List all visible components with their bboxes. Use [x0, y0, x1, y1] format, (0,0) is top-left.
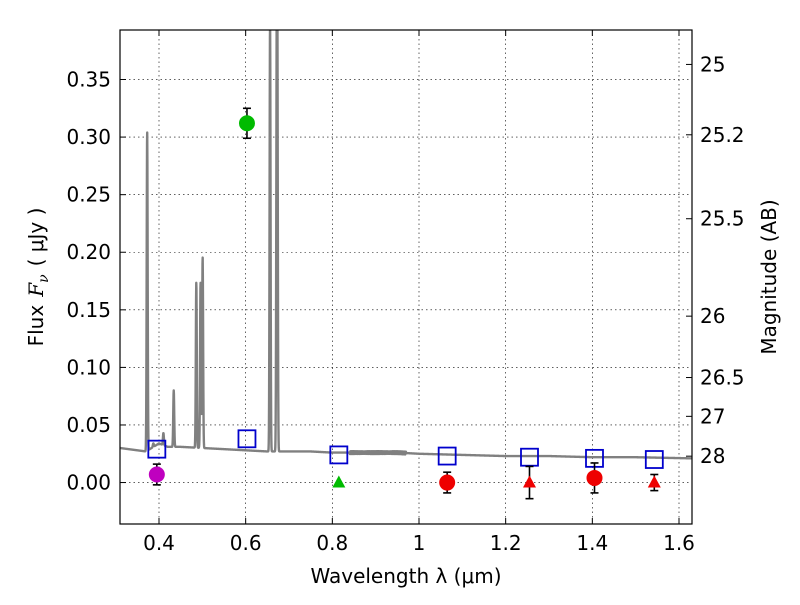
spectrum-layer — [120, 30, 692, 460]
magnitude-tick-label: 27 — [700, 404, 725, 428]
upper-limit-triangle — [647, 475, 661, 488]
x-tick-label: 1.6 — [663, 531, 695, 555]
y-tick-label: 0.35 — [66, 68, 111, 92]
plot-area — [120, 30, 692, 500]
y-tick-label: 0.25 — [66, 183, 111, 207]
magnitude-axis-label: Magnitude (AB) — [757, 199, 781, 354]
y-tick-label: 0.20 — [66, 240, 111, 264]
x-tick-label: 0.6 — [230, 531, 262, 555]
x-tick-label: 1 — [413, 531, 426, 555]
plot-frame — [119, 29, 693, 525]
y-tick-label: 0.10 — [66, 355, 111, 379]
model-spectrum-line — [120, 30, 692, 460]
y-axis-label: Flux Fν ( μJy ) — [24, 208, 52, 347]
magnitude-tick-label: 25.5 — [700, 207, 745, 231]
y-axis-label-prefix: Flux — [24, 305, 48, 347]
magnitude-tick-label: 25 — [700, 52, 725, 76]
x-tick-label: 0.4 — [143, 531, 175, 555]
model-photometry-square — [237, 429, 257, 449]
model-photometry-square — [644, 450, 664, 469]
y-tick-label: 0.15 — [66, 298, 111, 322]
x-tick-label: 1.4 — [576, 531, 608, 555]
y-axis-label-symbol: F — [24, 282, 48, 298]
observed-flux-point — [439, 474, 456, 491]
x-axis-label: Wavelength λ (μm) — [310, 564, 501, 588]
upper-limit-triangle — [332, 475, 346, 488]
y-tick-label: 0.30 — [66, 125, 111, 149]
model-photometry-square — [147, 439, 167, 459]
points-layer — [147, 107, 664, 500]
magnitude-tick-label: 26.5 — [700, 366, 745, 390]
magnitude-tick-label: 25.2 — [700, 123, 745, 147]
y-tick-label: 0.00 — [66, 471, 111, 495]
x-tick-label: 1.2 — [490, 531, 522, 555]
y-tick-label: 0.05 — [66, 413, 111, 437]
observed-flux-point — [148, 466, 165, 483]
model-photometry-square — [329, 445, 349, 465]
y-axis-label-unit: ( μJy ) — [24, 208, 48, 267]
y-axis-label-sub: ν — [36, 274, 52, 283]
axis-ticks: 0.4 0.6 0.8 1 1.2 1.4 1.6 0.00 0.05 0.10 0.15 0.20 0… — [66, 30, 745, 555]
observed-flux-point — [238, 115, 255, 132]
grid — [120, 30, 692, 524]
x-tick-label: 0.8 — [316, 531, 348, 555]
magnitude-tick-label: 28 — [700, 444, 725, 468]
magnitude-tick-label: 26 — [700, 304, 725, 328]
model-photometry-square — [437, 446, 457, 466]
observed-flux-point — [586, 469, 603, 486]
upper-limit-triangle — [523, 475, 536, 488]
